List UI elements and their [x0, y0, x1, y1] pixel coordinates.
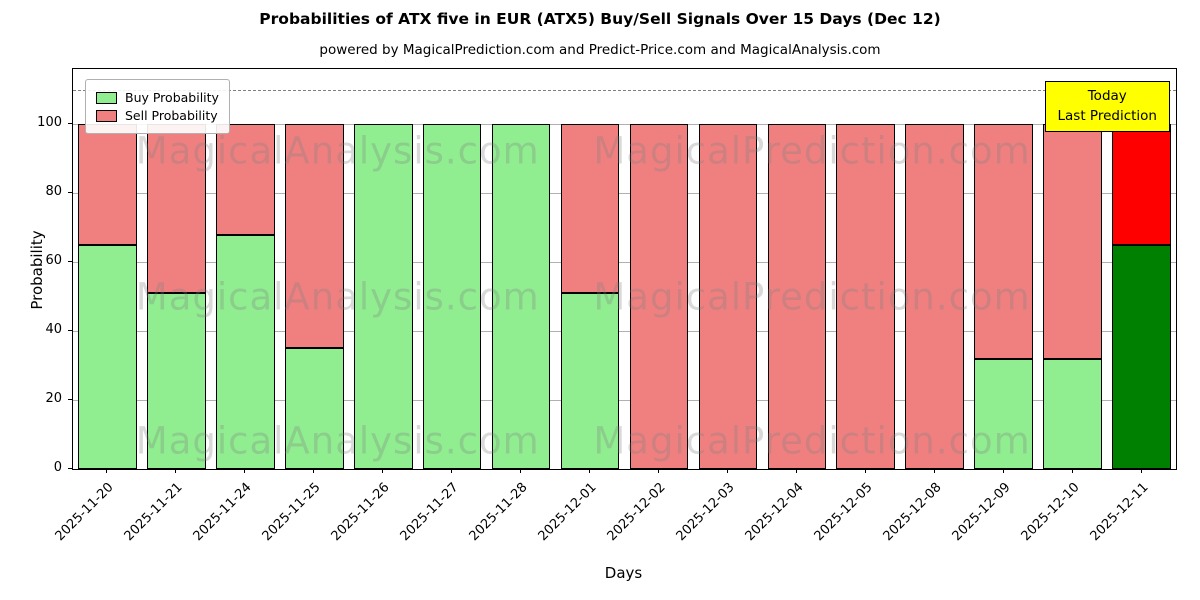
bar-sell-segment [147, 124, 206, 294]
bar-buy-segment [422, 124, 482, 469]
bar-buy-segment [78, 244, 137, 469]
threshold-dashed-line [73, 89, 1176, 91]
bar-buy-segment [491, 124, 551, 469]
x-tick-mark [244, 469, 246, 473]
y-tick-label: 0 [53, 460, 62, 475]
y-tick-label: 100 [37, 115, 62, 131]
bar-buy-segment [353, 124, 413, 469]
legend-buy-label: Buy Probability [125, 90, 219, 105]
bar-sell-segment [284, 124, 344, 349]
x-tick-mark [451, 469, 453, 473]
gridline [73, 469, 1176, 470]
bar-buy-segment [1043, 358, 1102, 469]
x-tick-mark [1002, 469, 1004, 473]
watermark-text: MagicalAnalysis.com [135, 129, 540, 173]
legend: Buy Probability Sell Probability [85, 79, 230, 134]
chart-title: Probabilities of ATX five in EUR (ATX5) … [259, 10, 941, 28]
x-tick-mark [795, 469, 797, 473]
y-tick-mark [68, 468, 72, 469]
legend-item-sell: Sell Probability [96, 108, 219, 123]
bar-sell-segment [974, 124, 1033, 359]
y-tick-label: 40 [45, 322, 62, 338]
y-tick-mark [68, 123, 72, 125]
watermark-text: MagicalPrediction.com [593, 419, 1031, 463]
y-tick-label: 80 [45, 184, 62, 200]
sell-probability-swatch [96, 109, 117, 122]
legend-item-buy: Buy Probability [96, 90, 219, 105]
bar-sell-segment [836, 124, 896, 469]
bar-buy-segment [147, 293, 206, 469]
x-tick-mark [106, 469, 108, 473]
annotation-line2: Last Prediction [1057, 107, 1157, 124]
bar-sell-segment [629, 124, 689, 469]
x-tick-mark [657, 469, 659, 473]
bar-sell-segment [905, 124, 964, 469]
watermark-text: MagicalPrediction.com [593, 129, 1031, 173]
buy-probability-swatch [96, 91, 117, 104]
bar-sell-segment [216, 124, 275, 235]
bar-buy-segment [216, 234, 275, 469]
x-tick-mark [864, 469, 866, 473]
x-tick-mark [1140, 469, 1142, 473]
bar-sell-segment [1112, 124, 1171, 245]
gridline [73, 124, 1176, 126]
x-tick-mark [589, 469, 591, 473]
x-tick-mark [933, 469, 935, 473]
bar-sell-segment [1043, 124, 1102, 359]
y-tick-label: 20 [45, 391, 62, 407]
legend-sell-label: Sell Probability [125, 108, 218, 123]
watermark-text: MagicalAnalysis.com [135, 275, 540, 319]
x-tick-mark [1071, 469, 1073, 473]
gridline [73, 400, 1176, 402]
gridline [73, 262, 1176, 264]
annotation-line1: Today [1087, 88, 1127, 104]
watermark-text: MagicalAnalysis.com [135, 419, 540, 463]
bar-sell-segment [560, 124, 620, 294]
bar-sell-segment [698, 124, 758, 469]
y-tick-label: 60 [45, 253, 62, 269]
x-tick-mark [520, 469, 522, 473]
x-axis-label: Days [604, 564, 643, 582]
plot-area: Buy Probability Sell Probability Today L… [72, 68, 1177, 470]
x-tick-mark [382, 469, 384, 473]
gridline [73, 331, 1176, 333]
today-annotation: Today Last Prediction [1044, 81, 1170, 133]
bar-buy-segment [974, 358, 1033, 469]
chart-subtitle: powered by MagicalPrediction.com and Pre… [319, 42, 881, 58]
bar-sell-segment [767, 124, 827, 469]
y-tick-mark [68, 399, 72, 401]
bar-buy-segment [560, 293, 620, 469]
x-tick-mark [726, 469, 728, 473]
bar-buy-segment [1112, 244, 1171, 469]
bar-buy-segment [284, 348, 344, 469]
watermark-text: MagicalPrediction.com [593, 275, 1031, 319]
gridline [73, 193, 1176, 195]
y-tick-mark [68, 330, 72, 332]
bar-sell-segment [78, 124, 137, 245]
x-tick-mark [313, 469, 315, 473]
y-tick-mark [68, 192, 72, 194]
x-tick-mark [175, 469, 177, 473]
y-tick-mark [68, 261, 72, 263]
